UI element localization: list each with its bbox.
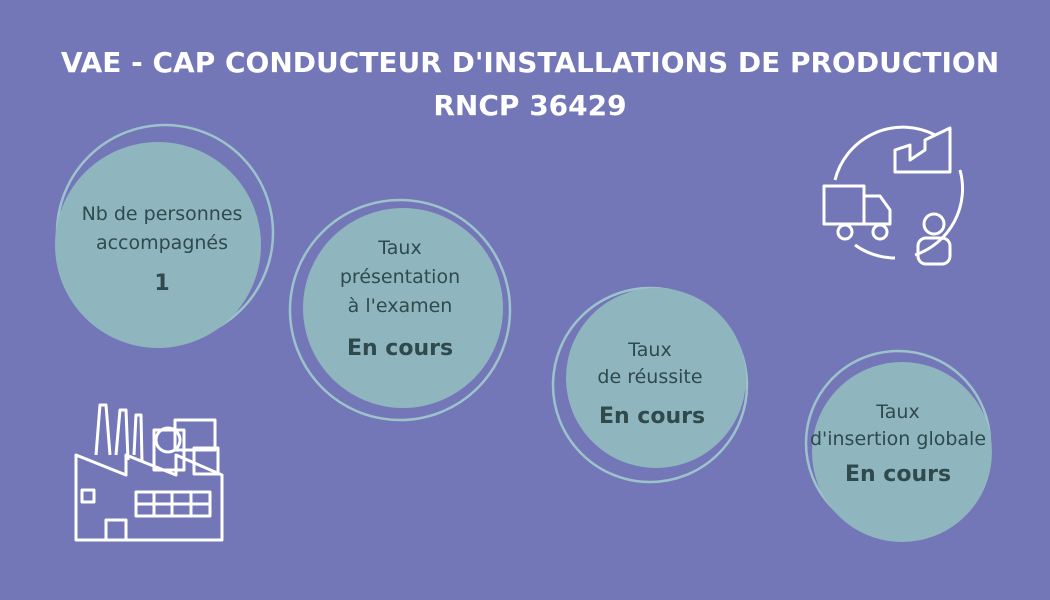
stat-label: présentation <box>340 266 460 288</box>
logistics-icon <box>822 125 965 266</box>
ring <box>288 198 512 422</box>
stat-label: Taux <box>377 237 421 259</box>
ring <box>551 286 749 484</box>
stat-label: Nb de personnes <box>82 203 243 225</box>
stat-label: accompagnés <box>96 232 228 254</box>
stat-card: Taux de réussite En cours <box>551 286 749 484</box>
stat-card: Nb de personnes accompagnés 1 <box>55 123 275 348</box>
stat-card: Taux d'insertion globale En cours <box>804 349 992 542</box>
stat-label: d'insertion globale <box>810 428 986 450</box>
disc <box>812 362 992 542</box>
disc <box>566 288 746 468</box>
factory-icon <box>74 403 224 542</box>
disc <box>303 208 503 408</box>
title: VAE - CAP CONDUCTEUR D'INSTALLATIONS DE … <box>61 46 999 79</box>
stat-value: En cours <box>347 336 453 361</box>
subtitle: RNCP 36429 <box>433 89 626 122</box>
stat-value: En cours <box>845 462 951 487</box>
stat-label: de réussite <box>597 366 702 388</box>
stat-label: Taux <box>627 339 671 361</box>
stat-value: En cours <box>599 404 705 429</box>
stat-value: 1 <box>154 271 169 296</box>
stat-label: Taux <box>875 401 919 423</box>
stat-card: Taux présentation à l'examen En cours <box>288 198 512 422</box>
stat-label: à l'examen <box>348 295 453 317</box>
disc <box>55 142 261 348</box>
